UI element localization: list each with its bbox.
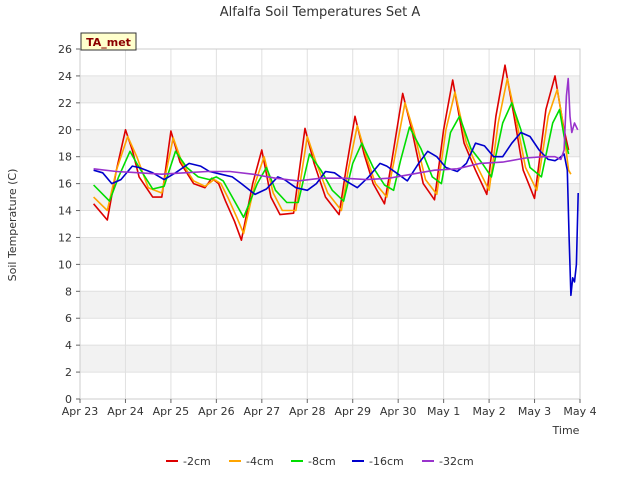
x-tick-label: Apr 28 — [289, 405, 326, 418]
series-line-neg32cm — [93, 77, 579, 182]
y-tick-label: 8 — [65, 285, 72, 298]
y-tick-label: 0 — [65, 393, 72, 406]
legend-label: -2cm — [183, 455, 211, 468]
x-axis-ticks: Apr 23 Apr 24 Apr 25 Apr 26 Apr 27 Apr 28 Apr … — [62, 399, 597, 418]
legend-label: -16cm — [369, 455, 404, 468]
x-tick-label: Apr 24 — [107, 405, 144, 418]
x-tick-label: Apr 29 — [334, 405, 371, 418]
y-tick-label: 2 — [65, 366, 72, 379]
plot-band — [80, 75, 580, 103]
legend: -2cm -4cm -8cm -16cm -32cm — [166, 455, 474, 468]
plot-band — [80, 345, 580, 373]
series-lines — [92, 64, 579, 297]
x-tick-label: Apr 27 — [244, 405, 281, 418]
y-tick-label: 12 — [58, 231, 72, 244]
y-tick-label: 16 — [58, 178, 72, 191]
x-tick-label: May 4 — [563, 405, 596, 418]
y-tick-label: 6 — [65, 312, 72, 325]
y-tick-label: 14 — [58, 205, 72, 218]
y-tick-label: 20 — [58, 124, 72, 137]
series-line-neg16cm — [93, 131, 579, 297]
plot-frame — [79, 48, 581, 400]
plot-band — [80, 291, 580, 319]
x-tick-label: Apr 26 — [198, 405, 235, 418]
x-axis-label: Time — [552, 424, 580, 437]
x-tick-label: Apr 25 — [153, 405, 190, 418]
plot-band — [80, 237, 580, 265]
badge-box — [80, 32, 137, 51]
plot-bands — [80, 75, 580, 373]
y-tick-label: 4 — [65, 339, 72, 352]
x-tick-label: Apr 23 — [62, 405, 99, 418]
x-tick-label: May 2 — [472, 405, 505, 418]
y-tick-label: 18 — [58, 151, 72, 164]
x-tick-label: May 3 — [518, 405, 551, 418]
legend-label: -8cm — [308, 455, 336, 468]
x-tick-label: Apr 30 — [380, 405, 417, 418]
x-tick-label: May 1 — [427, 405, 460, 418]
y-tick-label: 22 — [58, 97, 72, 110]
chart-title: Alfalfa Soil Temperatures Set A — [220, 5, 421, 20]
y-tick-label: 10 — [58, 258, 72, 271]
legend-label: -4cm — [246, 455, 274, 468]
y-axis-label: Soil Temperature (C) — [6, 169, 19, 282]
y-tick-label: 24 — [58, 70, 72, 83]
y-tick-label: 26 — [58, 43, 72, 56]
badge: TA_met — [80, 32, 137, 51]
badge-label: TA_met — [86, 36, 131, 49]
legend-label: -32cm — [439, 455, 474, 468]
